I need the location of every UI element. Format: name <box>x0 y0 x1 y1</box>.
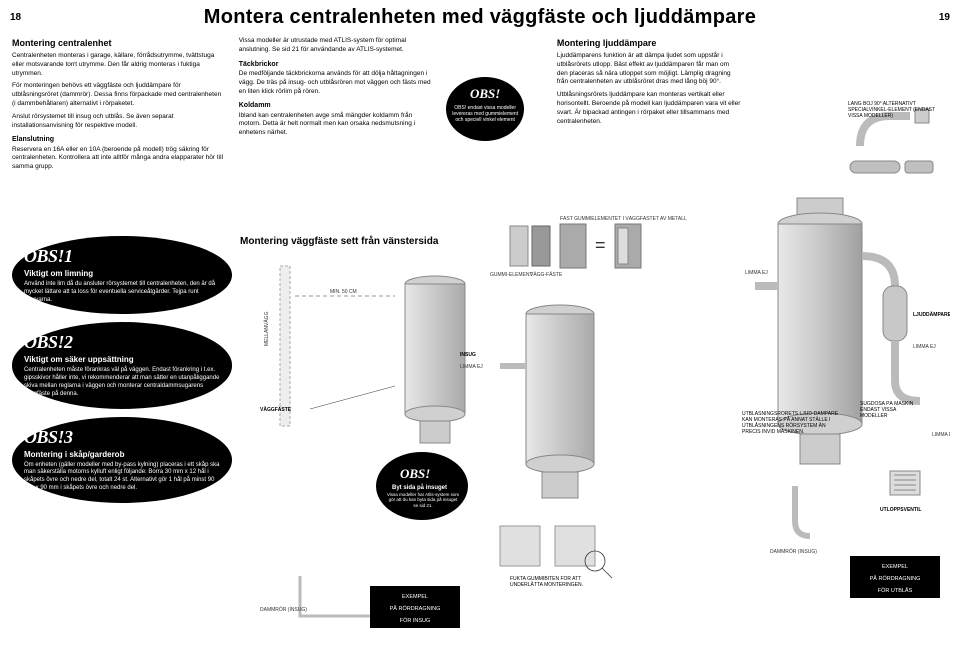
col4-heading: Montering ljuddämpare <box>557 37 741 49</box>
lbl-dammror-r: DAMMRÖR (INSUG) <box>770 548 817 555</box>
col-atlis: Vissa modeller är utrustade med ATLIS-sy… <box>239 37 432 176</box>
col-obs-bubble: OBS! OBS! endast vissa modeller leverera… <box>446 37 543 176</box>
lbl-limmaej-r3: LIMMA EJ <box>932 432 950 438</box>
obs-desc: OBS! endast vissa modeller levereras med… <box>452 105 518 123</box>
lbl-gummi: GUMMI-ELEMENT <box>490 272 533 278</box>
col1-p1: Centralenheten monteras i garage, källar… <box>12 52 225 78</box>
col2-p1: Vissa modeller är utrustade med ATLIS-sy… <box>239 37 432 55</box>
lbl-utblasror: UTBLÅSNINGSRÖRETS LJUD-DÄMPARE KAN MONTE… <box>742 411 842 435</box>
col2-koldamm-heading: Koldamm <box>239 101 432 110</box>
obs2-obs: OBS! <box>24 332 64 352</box>
lbl-vaggfaste: VÄGG-FÄSTE <box>530 271 563 278</box>
obs-title: OBS! <box>452 85 518 103</box>
obs3-txt: Om enheten (gäller modeller med by-pass … <box>24 462 220 493</box>
obs-bubbles-column: OBS!1 Viktigt om limning Använd inte lim… <box>12 236 232 511</box>
lbl-sugdosa: SUGDOSA PÅ MASKIN ENDAST VISSA MODELLER <box>860 401 920 419</box>
obs3-num: 3 <box>64 427 73 447</box>
obs1-txt: Använd inte lim då du ansluter rörsystem… <box>24 281 220 304</box>
col1-elanslutning-heading: Elanslutning <box>12 135 225 144</box>
obs-byt-title: OBS! <box>400 466 430 481</box>
ex1-l2: PÅ RÖRDRAGNING <box>390 605 441 612</box>
lbl-langboj: LÅNG BÖJ 90° ALTERNATIVT SPECIALVINKEL-E… <box>848 101 943 119</box>
lbl-fukta: FUKTA GUMMIBITEN FÖR ATT UNDERLÄTTA MONT… <box>510 576 610 588</box>
ex1-l1: EXEMPEL <box>402 594 428 600</box>
svg-text:=: = <box>595 235 606 255</box>
lbl-limmaej1: LIMMA EJ <box>460 364 483 370</box>
middle-diagram-area: Montering väggfäste sett från vänstersid… <box>240 236 730 456</box>
obs2-txt: Centralenheten måste förankras väl på vä… <box>24 367 220 398</box>
obs-bubble-3: OBS!3 Montering i skåp/garderob Om enhet… <box>12 417 232 503</box>
obs-byt-desc: Vissa modeller har Atlis-system som gör … <box>386 492 460 508</box>
middle-diagram-svg: GUMMI-ELEMENT VÄGG-FÄSTE FÄST GUMMIELEME… <box>240 216 730 636</box>
obs3-obs: OBS! <box>24 427 64 447</box>
obs2-num: 2 <box>64 332 73 352</box>
col4-p1: Ljuddämparens funktion är att dämpa ljud… <box>557 52 741 87</box>
ex2-l3: FÖR UTBLÅS <box>878 587 913 594</box>
lbl-limmaej-r1: LIMMA EJ <box>913 344 936 350</box>
obs3-sub: Montering i skåp/garderob <box>24 450 220 459</box>
lbl-ljud: LJUDDÄMPARE <box>913 311 950 318</box>
col2-p3: Ibland kan centralenheten avge små mängd… <box>239 112 432 138</box>
obs1-num: 1 <box>64 246 73 266</box>
col2-tackbrickor-heading: Täckbrickor <box>239 60 432 69</box>
ex1-l3: FÖR INSUG <box>400 617 431 624</box>
obs2-sub: Viktigt om säker uppsättning <box>24 355 220 364</box>
col-montering-ljuddampare: Montering ljuddämpare Ljuddämparens funk… <box>557 37 741 176</box>
obs-bubble-1: OBS!1 Viktigt om limning Använd inte lim… <box>12 236 232 314</box>
right-diagram-svg: LÅNG BÖJ 90° ALTERNATIVT SPECIALVINKEL-E… <box>740 101 950 641</box>
obs-bubble-models: OBS! OBS! endast vissa modeller leverera… <box>446 77 524 141</box>
page-number-left: 18 <box>10 12 21 23</box>
ex2-l2: PÅ RÖRDRAGNING <box>870 575 921 582</box>
col2-p2: De medföljande täckbrickorna används för… <box>239 70 432 96</box>
main-title: Montera centralenheten med väggfäste och… <box>0 6 960 29</box>
lbl-fast: FÄST GUMMIELEMENTET I VÄGGFÄSTET AV META… <box>560 216 687 222</box>
lbl-min50: MIN. 50 CM <box>330 289 357 295</box>
col1-p2: För monteringen behövs ett väggfäste och… <box>12 82 225 108</box>
obs-byt-sub: Byt sida på insuget <box>392 484 447 491</box>
obs1-sub: Viktigt om limning <box>24 269 220 278</box>
lbl-insug: INSUG <box>460 352 476 358</box>
lbl-limmaej-r2: LIMMA EJ <box>745 270 768 276</box>
col1-p3: Anslut rörsystemet till insug och utblås… <box>12 113 225 131</box>
lbl-utlopp: UTLOPPSVENTIL <box>880 507 921 513</box>
obs-bubble-2: OBS!2 Viktigt om säker uppsättning Centr… <box>12 322 232 408</box>
lbl-dammror1: DAMMRÖR (INSUG) <box>260 606 307 613</box>
col1-p4: Reservera en 16A eller en 10A (beroende … <box>12 146 225 172</box>
col4-p2: Utblåsningsrörets ljuddämpare kan monter… <box>557 91 741 126</box>
lbl-mellanvagg: MELLANVÄGG <box>263 311 270 346</box>
col-montering-centralenhet: Montering centralenhet Centralenheten mo… <box>12 37 225 176</box>
obs-byt-sida-bubble: OBS! Byt sida på insuget Vissa modeller … <box>376 452 468 522</box>
lbl-vaggfaste2: VÄGGFÄSTE <box>260 406 292 413</box>
ex2-l1: EXEMPEL <box>882 564 908 570</box>
right-diagram: LÅNG BÖJ 90° ALTERNATIVT SPECIALVINKEL-E… <box>740 101 950 646</box>
obs1-obs: OBS! <box>24 246 64 266</box>
page-number-right: 19 <box>939 12 950 23</box>
col1-heading: Montering centralenhet <box>12 37 225 49</box>
